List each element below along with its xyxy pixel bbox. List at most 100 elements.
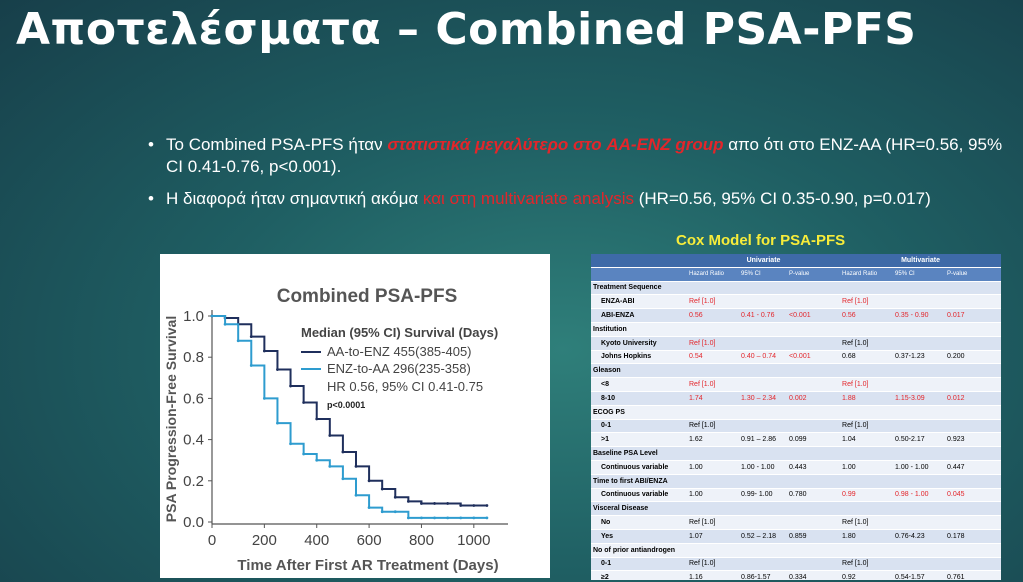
cox-subheader: P-value (945, 267, 1001, 282)
series-point (472, 504, 476, 507)
table-row: ENZA-ABI Ref [1.0] Ref [1.0] (591, 294, 1001, 310)
cox-cell: 1.88 (840, 391, 894, 406)
cox-cell: Ref [1.0] (687, 419, 739, 434)
cox-cell (893, 322, 946, 337)
bullet-item: • Το Combined PSA-PFS ήταν στατιστικά με… (148, 134, 1010, 178)
cox-subheader: 95% CI (739, 267, 787, 282)
cox-cell (787, 419, 841, 434)
cox-group-row: No of prior antiandrogen (591, 543, 1001, 558)
legend-entry: ENZ-to-AA 296(235-358) (327, 361, 471, 376)
cox-header-univariate: Univariate (687, 254, 841, 268)
slide-title: Αποτελέσματα – Combined PSA-PFS (16, 4, 917, 55)
table-row: >1 1.62 0.91 – 2.86 0.099 1.04 0.50-2.17 0.923 (591, 432, 1001, 448)
series-point (328, 464, 332, 468)
series-point (315, 417, 319, 421)
legend-entry: AA-to-ENZ 455(385-405) (327, 344, 472, 359)
cox-cell: 0.40 – 0.74 (739, 350, 787, 365)
cox-cell: Ref [1.0] (840, 377, 894, 392)
series-point (433, 502, 436, 505)
chart-title: Combined PSA-PFS (277, 286, 458, 307)
series-point (276, 421, 279, 425)
series-point (354, 464, 358, 468)
table-row: Johns Hopkins 0.54 0.40 – 0.74 <0.001 0.68 0.… (591, 350, 1001, 365)
series-point (380, 510, 384, 514)
cox-cell (739, 322, 787, 337)
cox-cell (893, 543, 946, 558)
cox-row-label: Johns Hopkins (591, 350, 687, 365)
cox-cell: 0.178 (945, 529, 1001, 544)
y-tick-label: 0.2 (183, 473, 204, 490)
cox-cell: <0.001 (787, 308, 841, 323)
y-tick-label: 1.0 (183, 308, 204, 325)
cox-cell (945, 474, 1001, 489)
cox-row-label: 0-1 (591, 419, 687, 434)
cox-cell: 1.74 (687, 391, 739, 406)
cox-group-row: Time to first ABI/ENZA (591, 474, 1001, 489)
bullet-item: • Η διαφορά ήταν σημαντική ακόμα και στη… (148, 188, 1010, 210)
cox-cell (787, 501, 841, 517)
table-row: No Ref [1.0] Ref [1.0] (591, 515, 1001, 530)
cox-cell: 0.37-1.23 (893, 350, 946, 365)
bullet-highlight: και στη multivariate analysis (422, 189, 634, 208)
cox-cell (787, 377, 841, 392)
cox-group-label: Baseline PSA Level (591, 446, 687, 461)
cox-cell: 0.54-1.57 (893, 570, 946, 580)
series-point (315, 458, 319, 462)
series-point (433, 516, 436, 520)
cox-cell: 1.00 (687, 488, 739, 503)
series-point (420, 516, 423, 520)
cox-cell (945, 419, 1001, 434)
series-point (393, 510, 397, 514)
cox-group-label: Gleason (591, 363, 687, 379)
cox-cell (893, 281, 946, 296)
cox-cell (945, 446, 1001, 461)
cox-cell (787, 363, 841, 379)
bullet-text: (HR=0.56, 95% CI 0.35-0.90, p=0.017) (634, 189, 931, 208)
cox-cell: 0.017 (945, 308, 1001, 323)
series-point (249, 364, 253, 367)
y-tick-label: 0.6 (183, 390, 204, 407)
series-point (472, 516, 476, 520)
cox-table-panel: Univariate Multivariate Hazard Ratio 95% … (591, 254, 1001, 580)
table-row: Continuous variable 1.00 0.99- 1.00 0.780 0.… (591, 488, 1001, 503)
cox-cell (840, 322, 894, 337)
cox-cell (687, 281, 739, 296)
cox-cell: 0.012 (945, 391, 1001, 406)
cox-cell (739, 363, 787, 379)
cox-cell (840, 363, 894, 379)
cox-row-label: ENZA-ABI (591, 294, 687, 310)
cox-cell: Ref [1.0] (840, 294, 894, 310)
cox-cell: 1.07 (687, 529, 739, 544)
cox-cell: 0.200 (945, 350, 1001, 365)
cox-cell: 0.92 (840, 570, 894, 580)
cox-cell (840, 446, 894, 461)
series-point (367, 506, 371, 509)
cox-table: Univariate Multivariate Hazard Ratio 95% … (591, 254, 1001, 580)
cox-cell (787, 543, 841, 558)
cox-cell: Ref [1.0] (840, 557, 894, 572)
cox-group-row: Treatment Sequence (591, 281, 1001, 296)
cox-cell: Ref [1.0] (840, 515, 894, 530)
series-point (302, 401, 306, 404)
series-point (459, 504, 463, 507)
x-tick-label: 800 (409, 532, 434, 549)
cox-cell: 0.54 (687, 350, 739, 365)
x-axis-label: Time After First AR Treatment (Days) (237, 557, 498, 574)
series-point (341, 450, 345, 454)
cox-group-row: Institution (591, 322, 1001, 337)
cox-cell (687, 405, 739, 420)
cox-cell (945, 557, 1001, 572)
cox-cell: 0.859 (787, 529, 841, 544)
cox-row-label: Yes (591, 529, 687, 544)
cox-row-label: 0-1 (591, 557, 687, 572)
cox-table-title: Cox Model for PSA-PFS (676, 232, 846, 249)
series-point (485, 504, 489, 507)
cox-cell: 0.99 (840, 488, 894, 503)
cox-cell (787, 446, 841, 461)
cox-cell (945, 336, 1001, 351)
cox-cell: Ref [1.0] (687, 557, 739, 572)
cox-cell: 1.00 - 1.00 (739, 460, 787, 475)
cox-cell (893, 294, 946, 310)
y-tick-label: 0.4 (183, 432, 204, 449)
p-value-text: p<0.0001 (327, 400, 365, 410)
